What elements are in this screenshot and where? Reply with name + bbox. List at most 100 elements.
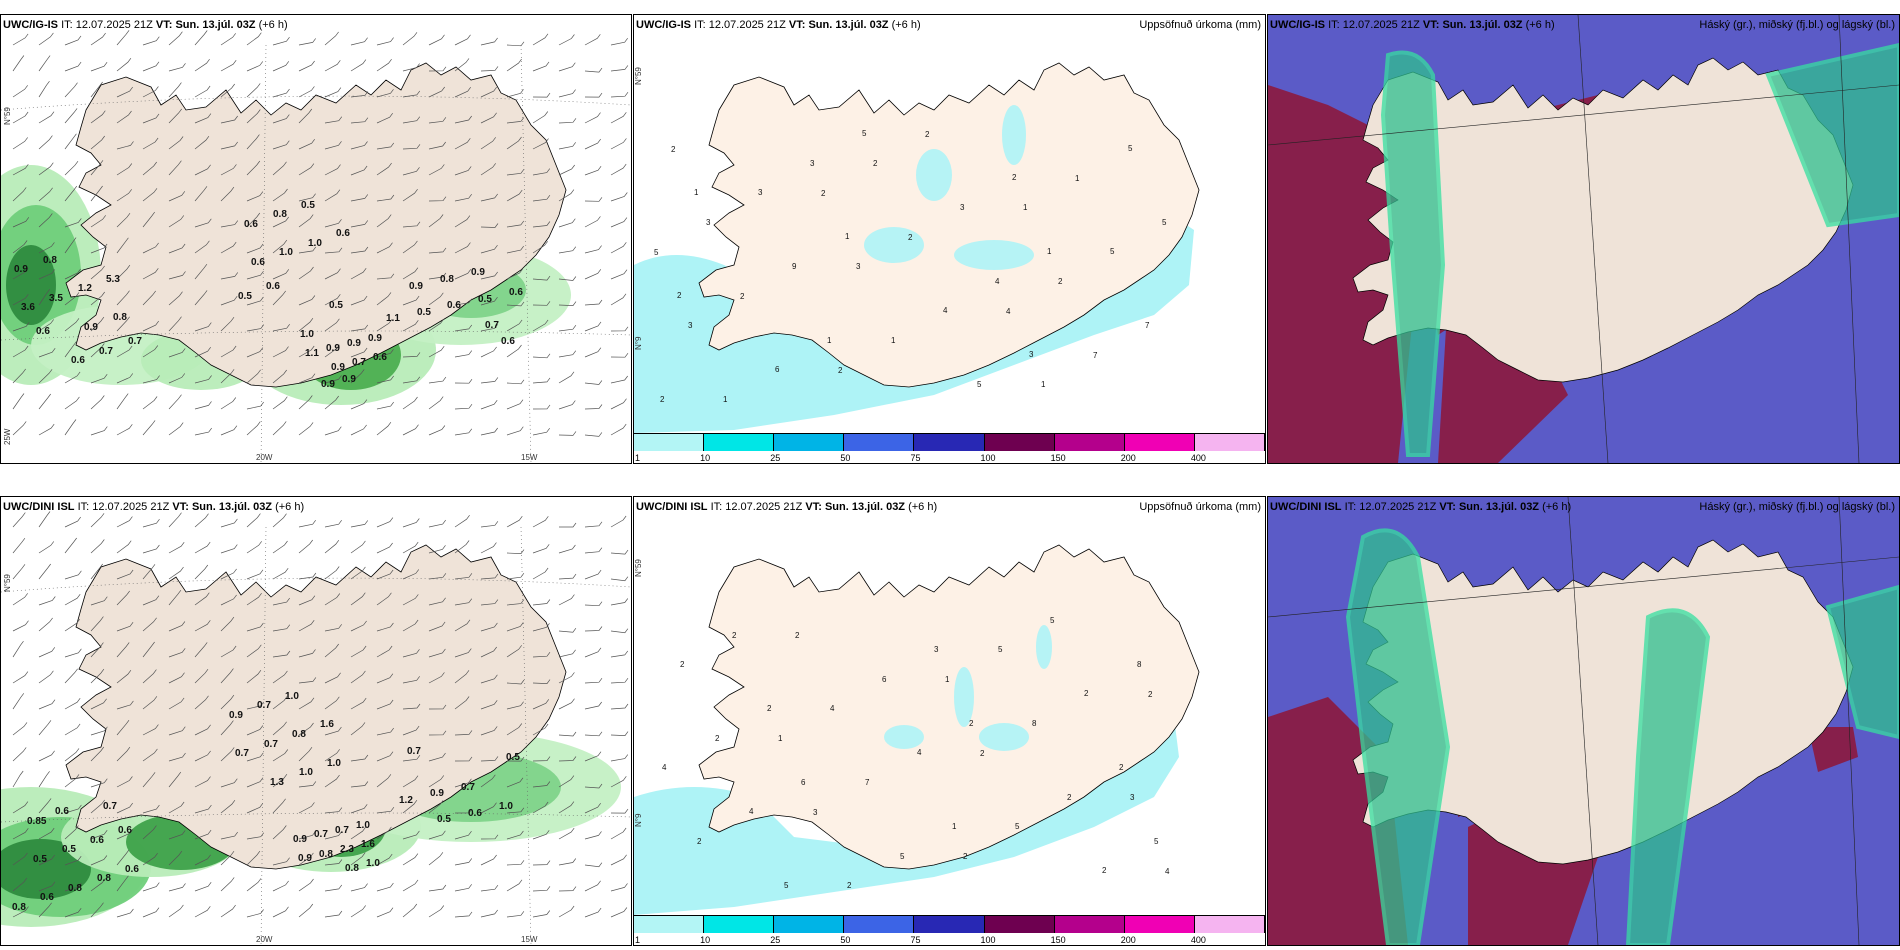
wind-barb	[12, 537, 26, 554]
precip-labels: 1.3 1.0 1.0 0.7 0.7 0.8 1.6 0.9 0.7 1.0 0.7 0.8 0.6 0…	[12, 691, 520, 913]
wind-barb	[506, 879, 523, 892]
wind-barb	[116, 110, 132, 124]
wind-barb	[298, 422, 314, 436]
precip-value-label: 0.8	[345, 863, 359, 874]
accum-value-label: 3	[758, 188, 763, 197]
wind-barb	[402, 396, 418, 410]
wind-barb	[584, 626, 603, 632]
wind-barb	[142, 320, 159, 332]
wind-barb	[298, 38, 316, 46]
wind-barb	[324, 696, 340, 710]
colorbar-tick-label: 100	[980, 935, 996, 945]
wind-barb	[298, 677, 317, 684]
wind-barb	[246, 592, 262, 606]
wind-barb	[454, 619, 471, 632]
wind-barb	[90, 316, 105, 332]
colorbar-tick-label: 75	[910, 453, 921, 463]
wind-barb	[376, 112, 393, 124]
wind-barb	[38, 827, 55, 840]
wind-barb	[454, 911, 473, 918]
wind-barb	[506, 426, 524, 436]
wind-barb	[584, 569, 602, 580]
wind-barb	[64, 697, 81, 710]
wind-barb	[38, 670, 54, 684]
wind-barb	[532, 830, 550, 840]
wind-barb	[246, 513, 261, 528]
wind-barb	[116, 316, 130, 332]
wind-barb	[64, 108, 78, 124]
wind-barb	[506, 41, 525, 47]
wind-barb	[428, 86, 445, 98]
wind-barb	[64, 61, 82, 72]
accum-value-label: 1	[723, 395, 728, 404]
wind-barb	[506, 860, 525, 866]
wind-barb	[168, 422, 184, 436]
longitude-line	[520, 44, 532, 463]
wind-barb	[506, 136, 522, 150]
wind-barb	[272, 239, 288, 254]
wind-barb	[246, 83, 261, 98]
wind-barb	[402, 320, 419, 332]
wind-barb	[454, 598, 473, 606]
wind-barb	[38, 596, 56, 606]
wind-barb	[272, 396, 288, 410]
panel-header: UWC/DINI ISL IT: 12.07.2025 21Z VT: Sun.…	[636, 501, 938, 513]
wind-barb	[298, 266, 314, 280]
wind-barb	[194, 113, 212, 124]
precip-value-label: 0.5	[437, 814, 451, 825]
lon-label: 15W	[521, 453, 538, 462]
wind-barb	[246, 878, 262, 892]
precip-value-label: 1.6	[320, 719, 334, 730]
accum-value-label: 2	[847, 881, 852, 890]
wind-barb	[64, 218, 82, 228]
wind-barb	[506, 399, 524, 410]
accum-value-label: 4	[917, 748, 922, 757]
wind-barb	[90, 426, 108, 436]
wind-barb	[298, 86, 315, 98]
wind-barb	[558, 62, 576, 72]
wind-barb	[480, 324, 498, 332]
accum-value-label: 2	[963, 852, 968, 861]
wind-barb	[12, 593, 28, 606]
wind-barb	[558, 400, 576, 410]
wind-barb	[324, 859, 343, 866]
accum-labels: 1 1 3 2 2 2 2 3 4 5 4 4 5 2 2 8 7 2 5 6 2 2 5 2 2 4 4 2 3 2 2 1 5 8 2 6 5	[662, 616, 1170, 890]
wind-barb	[38, 242, 55, 254]
wind-barb	[220, 272, 239, 280]
wind-barb	[376, 349, 394, 358]
wind-barb	[272, 721, 287, 736]
wind-barbs	[12, 30, 629, 437]
wind-barb	[142, 161, 157, 176]
precip-value-label: 0.5	[506, 752, 520, 763]
wind-barb	[428, 292, 444, 306]
wind-barb	[272, 88, 290, 98]
accum-value-label: 5	[1050, 616, 1055, 625]
wind-barb	[64, 618, 80, 632]
wind-barb	[506, 189, 523, 202]
colorbar-swatch	[774, 433, 845, 451]
wind-barb	[480, 802, 497, 814]
precip-value-label: 0.5	[301, 200, 315, 211]
wind-barb	[454, 858, 473, 866]
wind-barb	[90, 778, 108, 788]
wind-barb	[12, 801, 29, 814]
wind-barb	[428, 345, 445, 358]
wind-barb	[142, 804, 160, 814]
wind-barb	[168, 191, 186, 202]
precip-value-label: 0.6	[266, 281, 280, 292]
wind-barb	[12, 322, 30, 332]
accum-value-label: 2	[732, 631, 737, 640]
precip-value-label: 0.9	[409, 281, 423, 292]
colorbar-swatch	[634, 915, 705, 933]
wind-barb	[272, 216, 289, 228]
wind-barb	[480, 622, 498, 632]
wind-barb	[532, 61, 550, 72]
accum-value-label: 2	[767, 704, 772, 713]
wind-barb	[220, 616, 235, 632]
wind-barb	[584, 802, 601, 814]
wind-barb	[480, 296, 498, 306]
wind-barb	[454, 670, 470, 684]
latitude-line	[1268, 84, 1899, 146]
lat-label: 25W	[3, 428, 12, 445]
wind-barb	[428, 396, 444, 410]
